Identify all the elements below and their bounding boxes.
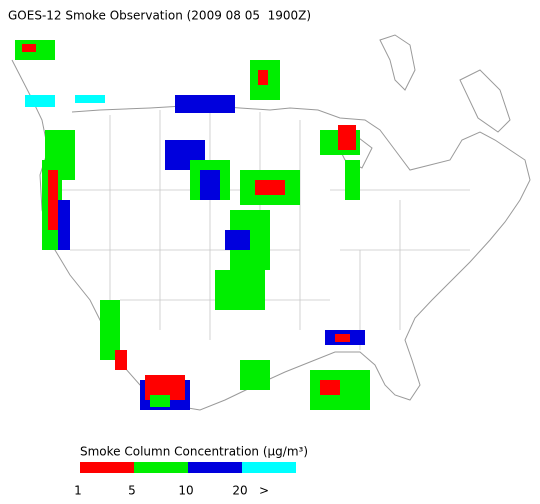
smoke-patches xyxy=(15,40,370,410)
legend-tick-label: 1 xyxy=(74,484,82,498)
legend-tick-label: 20 xyxy=(232,484,247,498)
legend-swatch xyxy=(80,462,134,473)
legend-swatch xyxy=(242,462,296,473)
map-title: GOES-12 Smoke Observation (2009 08 05 19… xyxy=(8,9,311,23)
legend-tick-label: > xyxy=(259,484,269,498)
legend: 1 5 10 20 > xyxy=(74,462,296,498)
legend-swatch xyxy=(134,462,188,473)
legend-tick-label: 5 xyxy=(128,484,136,498)
legend-label: Smoke Column Concentration (μg/m³) xyxy=(80,445,308,459)
legend-tick-label: 10 xyxy=(178,484,193,498)
legend-swatch xyxy=(188,462,242,473)
